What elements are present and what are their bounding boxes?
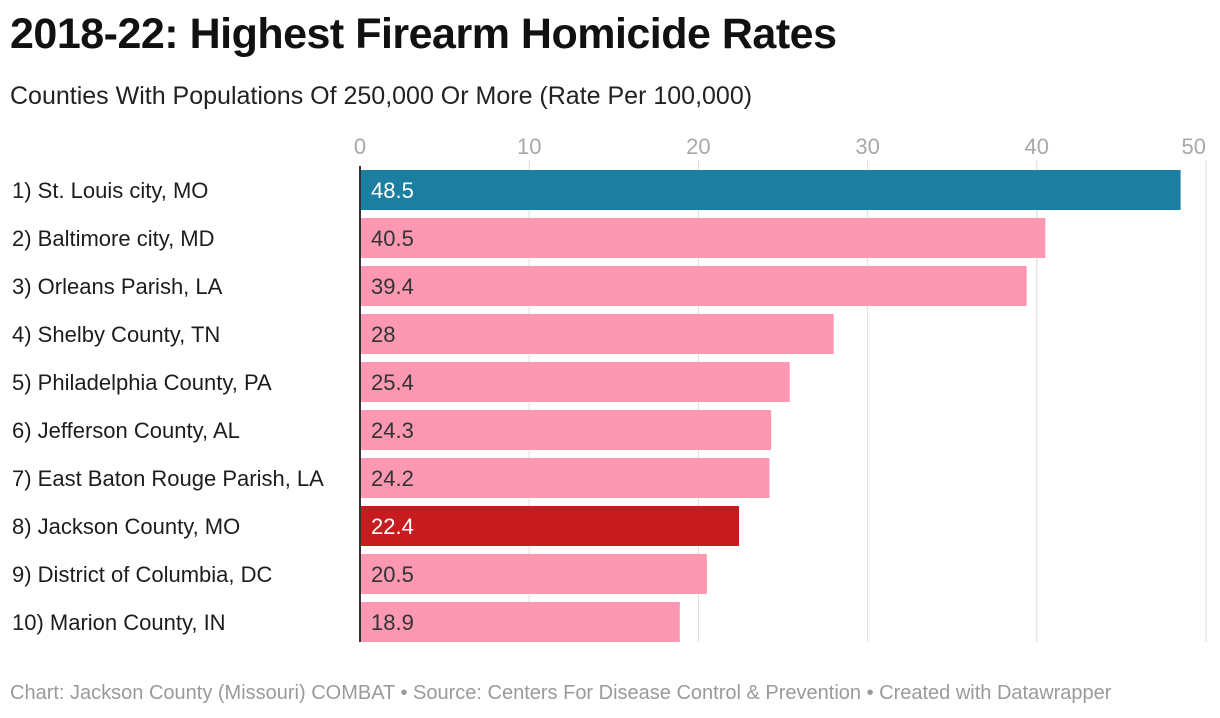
category-label-5: 5) Philadelphia County, PA	[12, 370, 272, 395]
category-label-2: 2) Baltimore city, MD	[12, 226, 215, 251]
value-label-2: 40.5	[371, 226, 414, 251]
bar-8	[360, 506, 740, 546]
category-label-1: 1) St. Louis city, MO	[12, 178, 208, 203]
category-label-9: 9) District of Columbia, DC	[12, 562, 273, 587]
x-tick-label-10: 10	[517, 134, 541, 159]
bar-4	[360, 314, 834, 354]
bar-2	[360, 218, 1046, 258]
bar-3	[360, 266, 1027, 306]
bars	[360, 170, 1181, 642]
category-label-7: 7) East Baton Rouge Parish, LA	[12, 466, 324, 491]
chart-title: 2018-22: Highest Firearm Homicide Rates	[10, 10, 837, 58]
value-label-1: 48.5	[371, 178, 414, 203]
value-label-4: 28	[371, 322, 395, 347]
bar-10	[360, 602, 680, 642]
category-labels: 1) St. Louis city, MO 2) Baltimore city, …	[12, 178, 324, 635]
bar-1	[360, 170, 1181, 210]
category-label-6: 6) Jefferson County, AL	[12, 418, 240, 443]
x-tick-label-0: 0	[354, 134, 366, 159]
value-label-5: 25.4	[371, 370, 414, 395]
bar-6	[360, 410, 772, 450]
x-axis-ticks: 0 10 20 30 40 50	[354, 134, 1206, 159]
x-tick-label-50: 50	[1182, 134, 1206, 159]
x-tick-label-20: 20	[686, 134, 710, 159]
bar-9	[360, 554, 707, 594]
bar-5	[360, 362, 790, 402]
category-label-10: 10) Marion County, IN	[12, 610, 226, 635]
bar-chart: 0 10 20 30 40 50 1) St. Louis city, MO 2) Balt…	[12, 134, 1207, 642]
value-label-6: 24.3	[371, 418, 414, 443]
value-label-9: 20.5	[371, 562, 414, 587]
bar-7	[360, 458, 770, 498]
value-label-3: 39.4	[371, 274, 414, 299]
chart-footer: Chart: Jackson County (Missouri) COMBAT …	[10, 682, 1112, 704]
category-label-3: 3) Orleans Parish, LA	[12, 274, 223, 299]
value-labels: 48.5 40.5 39.4 28 25.4 24.3 24.2 22.4 20.5 18.9	[371, 178, 414, 635]
chart-subtitle: Counties With Populations Of 250,000 Or …	[10, 82, 753, 110]
value-label-8: 22.4	[371, 514, 414, 539]
category-label-8: 8) Jackson County, MO	[12, 514, 240, 539]
x-tick-label-30: 30	[855, 134, 879, 159]
value-label-7: 24.2	[371, 466, 414, 491]
category-label-4: 4) Shelby County, TN	[12, 322, 220, 347]
value-label-10: 18.9	[371, 610, 414, 635]
x-tick-label-40: 40	[1025, 134, 1049, 159]
